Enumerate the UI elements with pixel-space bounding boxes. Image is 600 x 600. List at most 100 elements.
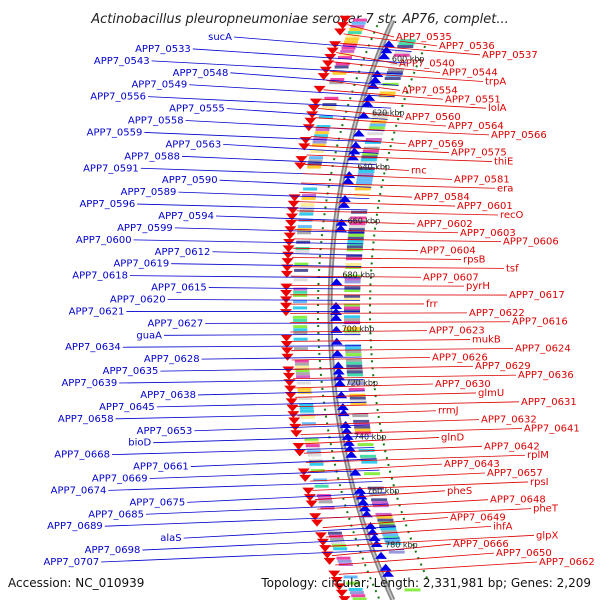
plus-strand-arrow <box>338 194 351 202</box>
gene-block <box>365 140 381 144</box>
leader-line <box>312 126 490 136</box>
gene-block <box>388 550 405 554</box>
gene-block <box>295 365 310 369</box>
leader-line <box>291 266 505 269</box>
leader-line <box>307 463 443 473</box>
plus-strand-arrow <box>333 379 346 387</box>
minus-strand-arrow <box>304 117 317 125</box>
plus-strand-arrow <box>335 218 348 226</box>
leader-line <box>181 155 376 166</box>
minus-strand-arrow <box>298 143 311 151</box>
gene-block <box>341 46 356 50</box>
gene-block <box>375 512 392 516</box>
scale-label: 660 kbp <box>348 217 381 226</box>
gene-block <box>386 71 403 75</box>
gene-block <box>300 415 315 419</box>
gene-block <box>345 358 362 362</box>
leader-line <box>317 108 404 118</box>
gene-label: APP7_0650 <box>496 548 552 559</box>
gene-block <box>293 306 307 310</box>
gene-block <box>344 274 361 278</box>
minus-strand-arrow <box>294 162 307 170</box>
gene-block <box>362 152 379 156</box>
minus-strand-arrow <box>280 270 293 278</box>
scale-label: 740 kbp <box>354 433 387 442</box>
scale-label: 760 kbp <box>367 487 400 496</box>
gene-block <box>297 387 312 391</box>
gene-block <box>297 225 312 229</box>
gene-block <box>369 123 386 127</box>
minus-strand-arrow <box>326 47 339 55</box>
gene-block <box>345 263 362 266</box>
gene-block <box>329 81 344 85</box>
minus-strand-arrow <box>280 289 293 297</box>
leader-line <box>343 33 438 47</box>
leader-line <box>299 191 413 198</box>
gene-block <box>345 347 362 351</box>
gene-block <box>349 222 366 226</box>
gene-label: APP7_0616 <box>512 317 568 328</box>
gene-label: APP7_0624 <box>515 343 571 354</box>
minus-strand-arrow <box>339 15 352 23</box>
leader-line <box>151 60 403 75</box>
gene-label: glmU <box>478 388 504 399</box>
leader-line <box>291 356 431 361</box>
gene-label: APP7_0629 <box>475 361 531 372</box>
gene-block <box>383 536 400 540</box>
gene-block <box>397 45 414 48</box>
scale-label: 720 kbp <box>345 379 378 388</box>
gene-block <box>352 414 369 418</box>
gene-block <box>301 196 316 200</box>
gene-block <box>350 24 365 28</box>
gene-block <box>382 533 399 537</box>
gene-label: APP7_0591 <box>83 163 139 174</box>
minus-strand-arrow <box>286 207 299 215</box>
gene-block <box>324 96 339 100</box>
gene-block <box>347 379 364 383</box>
plus-strand-arrow <box>343 171 356 179</box>
gene-label: APP7_0596 <box>79 199 135 210</box>
leader-line <box>310 136 407 145</box>
leader-line <box>326 80 401 91</box>
gene-block <box>368 126 385 130</box>
leader-line <box>294 229 459 234</box>
gene-block <box>307 453 322 457</box>
plus-strand-arrow <box>361 99 374 107</box>
gene-block <box>348 588 363 591</box>
leader-line <box>338 561 538 575</box>
leader-line <box>304 163 410 171</box>
gene-block <box>346 367 363 371</box>
gene-block <box>377 518 394 522</box>
plus-strand-arrow <box>330 313 343 321</box>
plus-strand-arrow <box>364 522 377 530</box>
gene-block <box>293 331 308 335</box>
map-title: Actinobacillus pleuropneumoniae serovar … <box>90 12 509 27</box>
gene-block <box>299 212 314 216</box>
leader-line <box>111 447 375 456</box>
gene-block <box>354 425 371 429</box>
gene-block <box>346 370 363 374</box>
leader-line <box>298 419 480 426</box>
gene-block <box>337 559 352 563</box>
gene-block <box>293 318 308 322</box>
leader-line <box>230 72 399 86</box>
gene-label: recO <box>500 210 524 221</box>
minus-strand-arrow <box>285 219 298 227</box>
gene-label: APP7_0544 <box>442 68 498 79</box>
plus-strand-arrow <box>332 367 345 375</box>
leader-line <box>115 413 369 420</box>
plus-strand-arrow <box>382 569 395 577</box>
leader-line <box>149 469 380 479</box>
gene-label: APP7_0707 <box>43 557 99 568</box>
gene-label: APP7_0560 <box>405 112 461 123</box>
gene-block <box>294 359 309 363</box>
leader-line <box>332 61 441 73</box>
gene-label: APP7_0618 <box>72 271 128 282</box>
plus-strand-arrow <box>345 450 358 458</box>
plus-strand-arrow <box>355 492 368 500</box>
minus-strand-arrow <box>290 430 303 438</box>
leader-line <box>290 321 511 324</box>
gene-block <box>319 115 333 119</box>
leader-line <box>320 98 487 109</box>
minus-strand-arrow <box>330 576 343 584</box>
